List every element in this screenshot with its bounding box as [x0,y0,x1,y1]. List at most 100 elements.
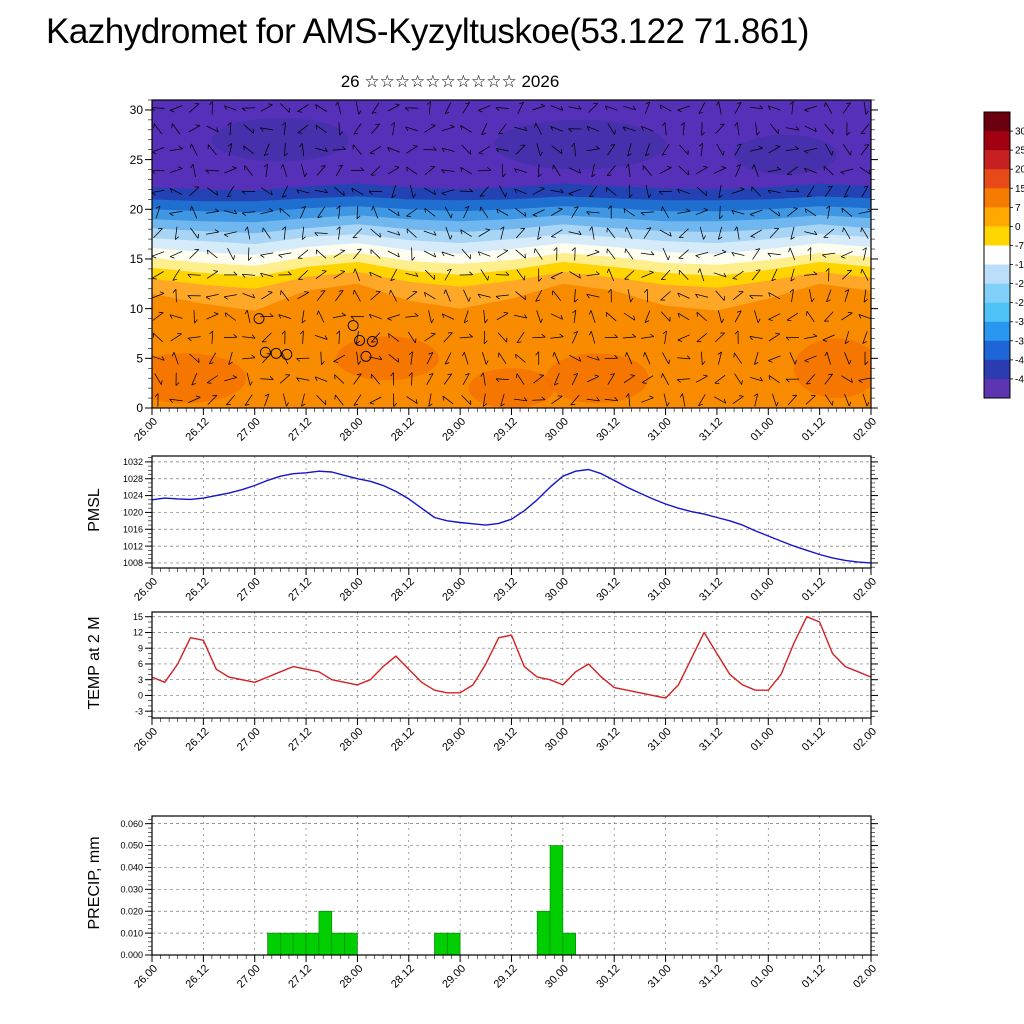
cross-section-panel: 26.00 26.12 27.00 27.12 28.00 28.12 29.00 29.12… [130,99,879,444]
svg-text:-45: -45 [1015,374,1024,385]
svg-text:02.00: 02.00 [851,576,879,604]
svg-text:29.00: 29.00 [440,416,468,444]
svg-text:30.12: 30.12 [594,416,622,444]
svg-text:29.00: 29.00 [440,576,468,604]
svg-text:30.12: 30.12 [594,726,622,754]
svg-text:1008: 1008 [123,558,143,568]
svg-text:29.00: 29.00 [440,726,468,754]
svg-text:20: 20 [130,202,144,216]
svg-text:01.00: 01.00 [748,576,776,604]
svg-text:31.12: 31.12 [697,963,725,991]
svg-text:15: 15 [133,612,143,622]
svg-text:6: 6 [138,659,143,669]
svg-text:31.12: 31.12 [697,726,725,754]
svg-text:27.12: 27.12 [286,963,314,991]
svg-text:12: 12 [133,628,143,638]
svg-text:1020: 1020 [123,508,143,518]
svg-text:-35: -35 [1015,336,1024,347]
svg-text:1032: 1032 [123,457,143,467]
svg-text:28.12: 28.12 [389,963,417,991]
precip-panel: 26.00 26.12 27.00 27.12 28.00 28.12 29.00 29.12… [120,815,879,991]
svg-text:27.12: 27.12 [286,416,314,444]
svg-text:0.060: 0.060 [120,819,143,829]
svg-text:26.00: 26.00 [132,416,160,444]
svg-text:27.00: 27.00 [235,963,263,991]
svg-text:28.00: 28.00 [338,416,366,444]
page-title: Kazhydromet for AMS-Kyzyltuskoe(53.122 7… [46,12,809,51]
svg-text:26.12: 26.12 [184,726,212,754]
svg-text:0: 0 [1015,222,1021,233]
svg-text:02.00: 02.00 [851,726,879,754]
svg-text:15: 15 [130,252,144,266]
svg-text:30.00: 30.00 [543,416,571,444]
svg-text:01.00: 01.00 [748,963,776,991]
svg-text:02.00: 02.00 [851,416,879,444]
svg-text:28.12: 28.12 [389,576,417,604]
svg-text:1016: 1016 [123,524,143,534]
svg-text:1028: 1028 [123,474,143,484]
svg-text:0.050: 0.050 [120,841,143,851]
svg-text:15: 15 [1015,184,1024,195]
svg-text:30.12: 30.12 [594,963,622,991]
svg-text:25: 25 [1015,146,1024,157]
svg-text:28.00: 28.00 [338,963,366,991]
svg-text:-30: -30 [1015,317,1024,328]
svg-text:5: 5 [136,352,143,366]
svg-text:1012: 1012 [123,541,143,551]
svg-text:31.00: 31.00 [646,963,674,991]
svg-text:-20: -20 [1015,279,1024,290]
pmsl-panel: 26.00 26.12 27.00 27.12 28.00 28.12 29.00 29.12… [123,455,879,604]
svg-text:29.00: 29.00 [440,963,468,991]
svg-text:01.12: 01.12 [800,416,828,444]
svg-text:0.020: 0.020 [120,906,143,916]
svg-text:-40: -40 [1015,355,1024,366]
svg-text:-3: -3 [135,706,143,716]
svg-text:01.12: 01.12 [800,576,828,604]
svg-text:01.00: 01.00 [748,726,776,754]
svg-text:30.00: 30.00 [543,726,571,754]
svg-text:31.00: 31.00 [646,416,674,444]
svg-text:01.12: 01.12 [800,963,828,991]
svg-text:-25: -25 [1015,298,1024,309]
svg-text:7: 7 [1015,203,1021,214]
svg-text:28.00: 28.00 [338,726,366,754]
svg-text:-7: -7 [1015,241,1024,252]
svg-text:0: 0 [138,691,143,701]
svg-text:0: 0 [136,401,143,415]
svg-text:02.00: 02.00 [851,963,879,991]
svg-text:01.12: 01.12 [800,726,828,754]
svg-text:1024: 1024 [123,491,143,501]
svg-text:9: 9 [138,643,143,653]
svg-text:29.12: 29.12 [492,576,520,604]
svg-text:31.12: 31.12 [697,416,725,444]
svg-text:27.12: 27.12 [286,576,314,604]
svg-text:31.00: 31.00 [646,726,674,754]
svg-text:30: 30 [1015,127,1024,138]
svg-text:27.00: 27.00 [235,726,263,754]
svg-text:30.00: 30.00 [543,576,571,604]
svg-text:-15: -15 [1015,260,1024,271]
svg-text:28.12: 28.12 [389,416,417,444]
svg-text:01.00: 01.00 [748,416,776,444]
svg-text:30.12: 30.12 [594,576,622,604]
svg-text:26.00: 26.00 [132,963,160,991]
svg-text:31.12: 31.12 [697,576,725,604]
svg-text:29.12: 29.12 [492,963,520,991]
svg-text:26.00: 26.00 [132,726,160,754]
svg-text:0.010: 0.010 [120,928,143,938]
svg-text:29.12: 29.12 [492,416,520,444]
svg-text:30: 30 [130,103,144,117]
svg-text:26.00: 26.00 [132,576,160,604]
svg-text:29.12: 29.12 [492,726,520,754]
svg-text:25: 25 [130,153,144,167]
temperature-colorbar: 30 25 20 15 7 0 -7 -15 -20 -25 -30 -35 -40 -45 [983,111,1024,399]
temp-panel: 26.00 26.12 27.00 27.12 28.00 28.12 29.00 29.12… [132,611,879,754]
svg-text:30.00: 30.00 [543,963,571,991]
svg-text:0.030: 0.030 [120,884,143,894]
svg-text:26.12: 26.12 [184,416,212,444]
svg-text:0.000: 0.000 [120,950,143,960]
svg-text:0.040: 0.040 [120,863,143,873]
svg-text:27.12: 27.12 [286,726,314,754]
